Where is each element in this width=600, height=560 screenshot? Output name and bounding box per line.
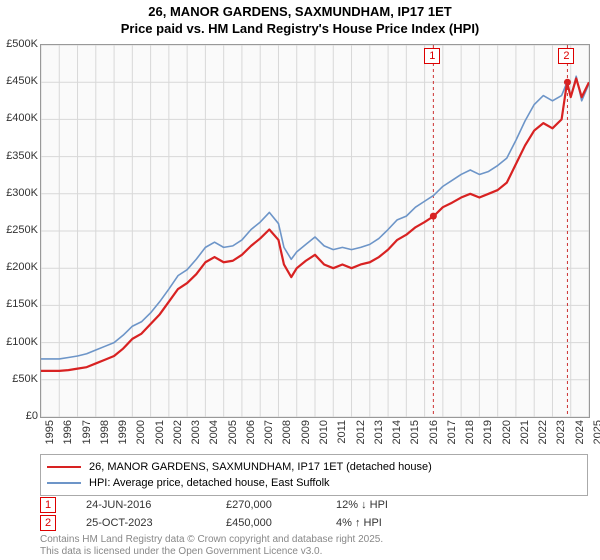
- chart-title-line1: 26, MANOR GARDENS, SAXMUNDHAM, IP17 1ET: [0, 0, 600, 21]
- chart-plot-area: [40, 44, 590, 418]
- y-axis-label: £500K: [6, 38, 38, 50]
- x-axis-label: 2019: [482, 420, 494, 450]
- sale-date: 25-OCT-2023: [86, 517, 226, 529]
- y-axis-label: £300K: [6, 187, 38, 199]
- chart-svg: [41, 45, 589, 417]
- legend-box: 26, MANOR GARDENS, SAXMUNDHAM, IP17 1ET …: [40, 454, 588, 496]
- legend-swatch-red: [47, 466, 81, 469]
- y-axis-label: £400K: [6, 112, 38, 124]
- y-axis-label: £150K: [6, 298, 38, 310]
- legend-label-blue: HPI: Average price, detached house, East…: [89, 477, 330, 489]
- x-axis-label: 2005: [227, 420, 239, 450]
- x-axis-label: 2024: [574, 420, 586, 450]
- x-axis-label: 2017: [446, 420, 458, 450]
- sales-row: 2 25-OCT-2023 £450,000 4% ↑ HPI: [40, 514, 426, 532]
- x-axis-label: 1998: [99, 420, 111, 450]
- footer-line2: This data is licensed under the Open Gov…: [40, 546, 383, 558]
- footer-attribution: Contains HM Land Registry data © Crown c…: [40, 534, 383, 557]
- x-axis-label: 1995: [44, 420, 56, 450]
- footer-line1: Contains HM Land Registry data © Crown c…: [40, 534, 383, 546]
- x-axis-label: 2018: [464, 420, 476, 450]
- x-axis-label: 2014: [391, 420, 403, 450]
- sale-date: 24-JUN-2016: [86, 499, 226, 511]
- legend-row: HPI: Average price, detached house, East…: [47, 475, 581, 491]
- sale-delta: 12% ↓ HPI: [336, 499, 426, 511]
- x-axis-label: 2015: [409, 420, 421, 450]
- x-axis-label: 2016: [428, 420, 440, 450]
- sale-price: £270,000: [226, 499, 336, 511]
- x-axis-label: 2021: [519, 420, 531, 450]
- sale-delta: 4% ↑ HPI: [336, 517, 426, 529]
- sale-marker-1: 1: [40, 497, 56, 513]
- chart-marker-1: 1: [424, 48, 440, 64]
- x-axis-label: 2009: [300, 420, 312, 450]
- x-axis-label: 2023: [555, 420, 567, 450]
- sale-price: £450,000: [226, 517, 336, 529]
- x-axis-label: 1996: [62, 420, 74, 450]
- x-axis-label: 2012: [355, 420, 367, 450]
- legend-label-red: 26, MANOR GARDENS, SAXMUNDHAM, IP17 1ET …: [89, 461, 432, 473]
- x-axis-label: 2007: [263, 420, 275, 450]
- y-axis-label: £50K: [12, 373, 38, 385]
- y-axis-label: £100K: [6, 336, 38, 348]
- x-axis-label: 1999: [117, 420, 129, 450]
- sales-row: 1 24-JUN-2016 £270,000 12% ↓ HPI: [40, 496, 426, 514]
- x-axis-label: 2000: [135, 420, 147, 450]
- x-axis-label: 2013: [373, 420, 385, 450]
- x-axis-label: 2003: [190, 420, 202, 450]
- sales-table: 1 24-JUN-2016 £270,000 12% ↓ HPI 2 25-OC…: [40, 496, 426, 532]
- y-axis-label: £450K: [6, 75, 38, 87]
- x-axis-label: 2004: [208, 420, 220, 450]
- x-axis-label: 2006: [245, 420, 257, 450]
- y-axis-label: £0: [26, 410, 38, 422]
- legend-row: 26, MANOR GARDENS, SAXMUNDHAM, IP17 1ET …: [47, 459, 581, 475]
- y-axis-label: £200K: [6, 261, 38, 273]
- legend-swatch-blue: [47, 482, 81, 484]
- x-axis-label: 2011: [336, 420, 348, 450]
- x-axis-label: 2010: [318, 420, 330, 450]
- x-axis-label: 1997: [81, 420, 93, 450]
- y-axis-label: £350K: [6, 150, 38, 162]
- chart-marker-2: 2: [558, 48, 574, 64]
- x-axis-label: 2020: [501, 420, 513, 450]
- x-axis-label: 2022: [537, 420, 549, 450]
- x-axis-label: 2001: [154, 420, 166, 450]
- sale-marker-2: 2: [40, 515, 56, 531]
- y-axis-label: £250K: [6, 224, 38, 236]
- x-axis-label: 2002: [172, 420, 184, 450]
- x-axis-label: 2008: [281, 420, 293, 450]
- chart-title-line2: Price paid vs. HM Land Registry's House …: [0, 21, 600, 38]
- x-axis-label: 2025: [592, 420, 600, 450]
